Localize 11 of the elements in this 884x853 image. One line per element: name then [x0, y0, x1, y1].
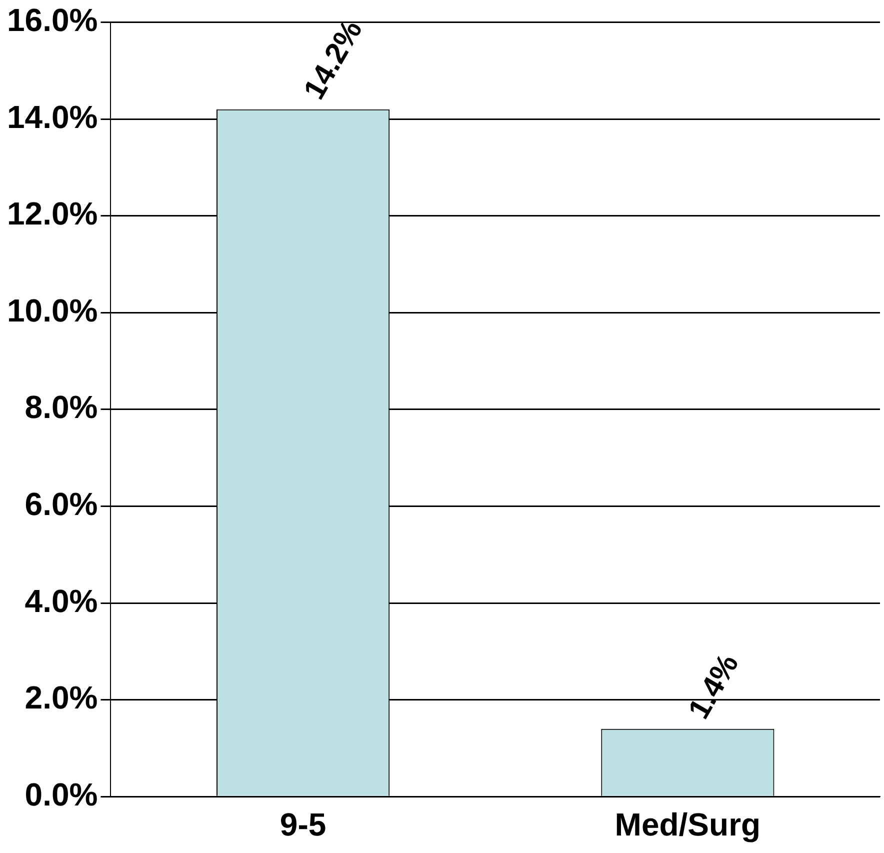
y-tick-label: 14.0% [7, 98, 98, 135]
x-tick-label: 9-5 [280, 806, 326, 843]
y-tick-label: 0.0% [24, 776, 98, 812]
y-tick-label: 12.0% [7, 196, 98, 232]
y-tick-label: 16.0% [7, 2, 98, 38]
y-tick-label: 10.0% [7, 292, 98, 328]
y-tick-label: 4.0% [24, 582, 98, 619]
y-tick-label: 2.0% [24, 680, 98, 716]
y-tick-label: 6.0% [24, 486, 98, 522]
y-tick-label: 8.0% [24, 389, 98, 426]
x-tick-label: Med/Surg [614, 806, 761, 843]
